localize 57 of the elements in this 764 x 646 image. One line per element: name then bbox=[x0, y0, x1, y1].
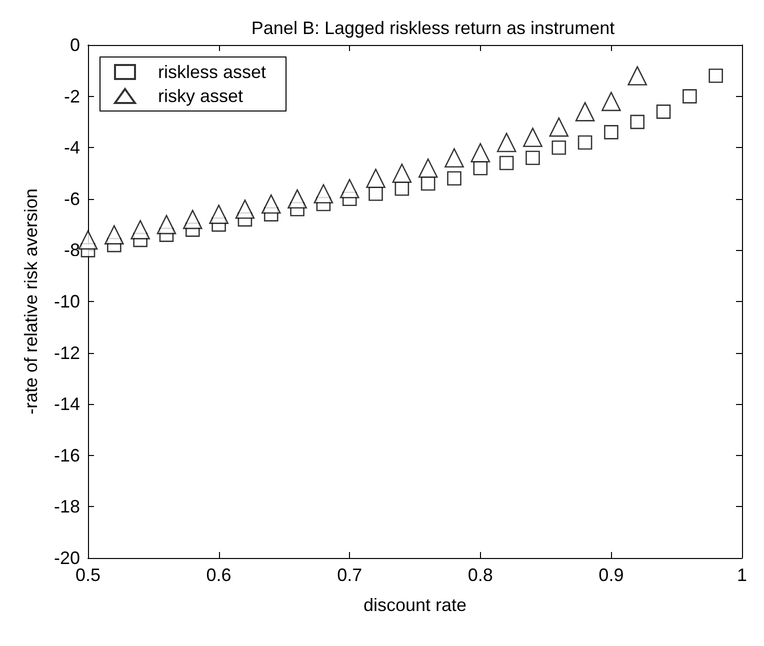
point bbox=[418, 158, 438, 178]
y-tick-label: -14 bbox=[54, 394, 80, 414]
point bbox=[708, 68, 723, 83]
y-tick-label: -16 bbox=[54, 445, 80, 466]
point bbox=[368, 186, 383, 201]
point bbox=[496, 132, 516, 152]
point bbox=[444, 148, 464, 168]
y-tick-label: -20 bbox=[54, 548, 80, 568]
point bbox=[392, 164, 412, 183]
point bbox=[261, 194, 281, 214]
y-tick-label: -12 bbox=[54, 342, 80, 363]
point bbox=[682, 89, 697, 104]
point bbox=[549, 117, 569, 137]
point bbox=[78, 230, 98, 250]
y-tick-label: -2 bbox=[64, 86, 80, 106]
x-tick-label: 0.8 bbox=[468, 565, 493, 585]
point bbox=[630, 114, 645, 130]
legend-label: risky asset bbox=[158, 86, 244, 106]
point bbox=[366, 168, 386, 188]
y-tick-label: -4 bbox=[64, 138, 80, 158]
point bbox=[578, 135, 592, 150]
y-tick-label: -6 bbox=[64, 188, 80, 209]
x-tick-label: 0.7 bbox=[337, 565, 362, 585]
y-tick-label: -18 bbox=[54, 496, 80, 517]
point bbox=[288, 189, 307, 209]
point bbox=[470, 143, 490, 162]
point bbox=[499, 156, 514, 170]
point bbox=[473, 160, 488, 176]
point bbox=[340, 178, 360, 198]
y-axis-title: -rate of relative risk aversion bbox=[21, 188, 41, 415]
point bbox=[104, 225, 124, 244]
point bbox=[575, 102, 595, 122]
point bbox=[314, 184, 334, 204]
point bbox=[235, 200, 255, 219]
point bbox=[156, 214, 176, 234]
x-tick-label: 0.9 bbox=[598, 565, 624, 585]
point bbox=[656, 104, 671, 119]
x-tick-label: 1 bbox=[736, 565, 748, 585]
y-tick-label: 0 bbox=[70, 35, 80, 55]
point bbox=[602, 92, 621, 112]
chart-title: Panel B: Lagged riskless return as instrument bbox=[251, 18, 615, 38]
point bbox=[182, 210, 202, 230]
point bbox=[209, 204, 228, 224]
point bbox=[523, 128, 542, 147]
y-tick-label: -8 bbox=[64, 240, 80, 260]
legend-label: riskless asset bbox=[158, 62, 266, 82]
point bbox=[130, 220, 150, 240]
y-tick-label: -10 bbox=[54, 292, 80, 312]
point bbox=[628, 66, 648, 86]
point bbox=[394, 181, 410, 196]
point bbox=[604, 125, 618, 140]
point bbox=[552, 140, 566, 155]
point bbox=[447, 171, 462, 186]
x-tick-label: 0.6 bbox=[206, 565, 232, 585]
x-tick-label: 0.5 bbox=[75, 565, 101, 585]
x-axis-title: discount rate bbox=[363, 595, 467, 615]
point bbox=[526, 150, 540, 166]
